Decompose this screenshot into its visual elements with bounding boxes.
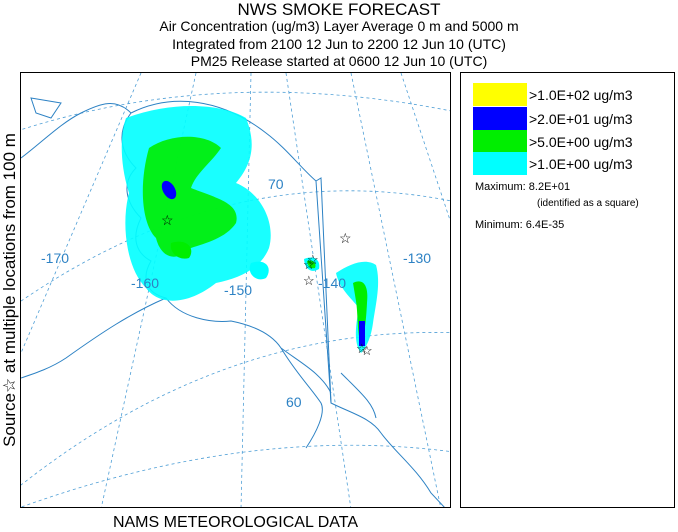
star-icon: ☆ <box>161 212 174 228</box>
legend-swatch <box>473 152 527 175</box>
legend-label: >2.0E+01 ug/m3 <box>529 110 633 127</box>
legend-maximum-note: (identified as a square) <box>537 198 639 209</box>
concentration-legend: >1.0E+02 ug/m3 >2.0E+01 ug/m3 >5.0E+00 u… <box>460 72 675 508</box>
legend-label: >1.0E+02 ug/m3 <box>529 86 633 103</box>
legend-swatch <box>473 83 527 106</box>
legend-item: >5.0E+00 ug/m3 <box>473 130 633 153</box>
legend-minimum: Minimum: 6.4E-35 <box>475 219 565 231</box>
forecast-title: NWS SMOKE FORECAST <box>237 0 441 19</box>
source-markers: ☆ ☆ ☆ ☆ ☆ ☆ ☆ <box>161 212 373 358</box>
lon-label: -150 <box>224 282 252 298</box>
source-side-label-container: Source☆ at multiple locations from 100 m <box>0 72 20 508</box>
legend-maximum: Maximum: 8.2E+01 <box>475 181 571 193</box>
coastline <box>21 97 445 507</box>
concentration-subtitle: Air Concentration (ug/m3) Layer Average … <box>159 18 519 34</box>
star-icon: ☆ <box>303 257 315 272</box>
legend-item: >1.0E+02 ug/m3 <box>473 83 633 106</box>
lon-label: -160 <box>131 275 159 291</box>
legend-swatch <box>473 107 527 130</box>
meteorological-data-footer: NAMS METEOROLOGICAL DATA <box>112 514 359 531</box>
lat-label: 70 <box>268 176 284 192</box>
star-icon: ☆ <box>361 343 373 358</box>
star-icon: ☆ <box>307 252 319 267</box>
smoke-plume <box>121 105 379 353</box>
legend-label: >5.0E+00 ug/m3 <box>529 133 633 150</box>
star-icon: ☆ <box>339 230 352 246</box>
lat-label: 60 <box>286 394 302 410</box>
star-icon: ☆ <box>356 341 368 356</box>
source-side-label: Source☆ at multiple locations from 100 m <box>0 133 19 447</box>
integration-period: Integrated from 2100 12 Jun to 2200 12 J… <box>172 36 506 52</box>
lon-label: -130 <box>403 250 431 266</box>
star-icon: ☆ <box>303 273 315 288</box>
legend-item: >2.0E+01 ug/m3 <box>473 107 633 130</box>
graticule-labels: -170 -160 -150 -140 -130 70 60 <box>41 176 431 410</box>
lon-label: -140 <box>318 275 346 291</box>
legend-item: >1.0E+00 ug/m3 <box>473 152 633 175</box>
smoke-map: ☆ ☆ ☆ ☆ ☆ ☆ ☆ -170 -160 -150 -140 -130 7… <box>20 72 451 508</box>
release-info: PM25 Release started at 0600 12 Jun 10 (… <box>190 53 488 69</box>
lon-label: -170 <box>41 250 69 266</box>
legend-label: >1.0E+00 ug/m3 <box>529 155 633 172</box>
legend-swatch <box>473 130 527 153</box>
